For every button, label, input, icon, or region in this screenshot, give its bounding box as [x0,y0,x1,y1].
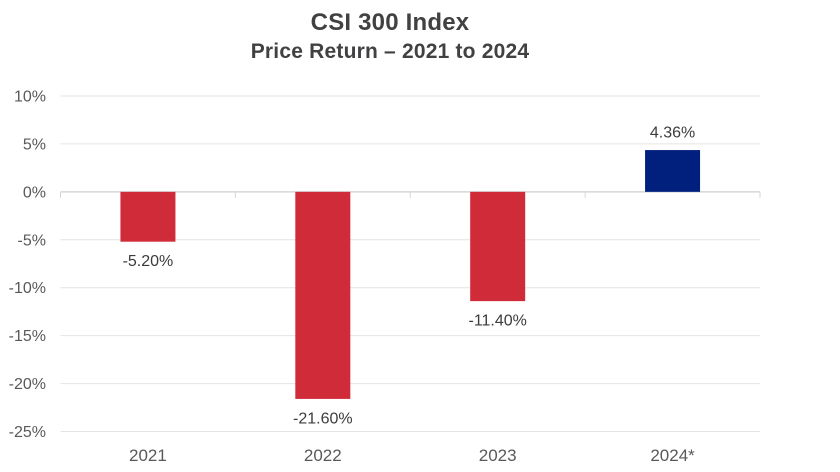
bar-value-label: -21.60% [293,410,353,427]
bar-2024 [645,150,701,192]
y-axis-label: -20% [9,376,46,393]
y-axis-label: -15% [9,328,46,345]
bar-value-label: -5.20% [123,253,174,270]
bar-2023 [470,191,526,302]
chart-subtitle: Price Return – 2021 to 2024 [250,40,530,63]
bar-value-label: 4.36% [650,125,695,142]
bar-2022 [295,191,351,399]
y-axis-label: -25% [9,424,46,441]
y-axis-label: -10% [9,280,46,297]
bar-2021 [120,191,176,242]
chart-header: CSI 300 Index Price Return – 2021 to 202… [0,9,780,67]
x-axis-label: 2024* [650,446,695,465]
x-axis-label: 2022 [304,446,342,465]
chart-title: CSI 300 Index [310,9,470,36]
y-axis-label: 0% [23,184,46,201]
x-axis-label: 2023 [479,446,517,465]
y-axis-label: -5% [18,232,46,249]
y-axis-label: 10% [14,89,46,106]
y-axis-label: 5% [23,136,46,153]
x-axis-label: 2021 [129,446,167,465]
bar-value-label: -11.40% [468,313,526,330]
